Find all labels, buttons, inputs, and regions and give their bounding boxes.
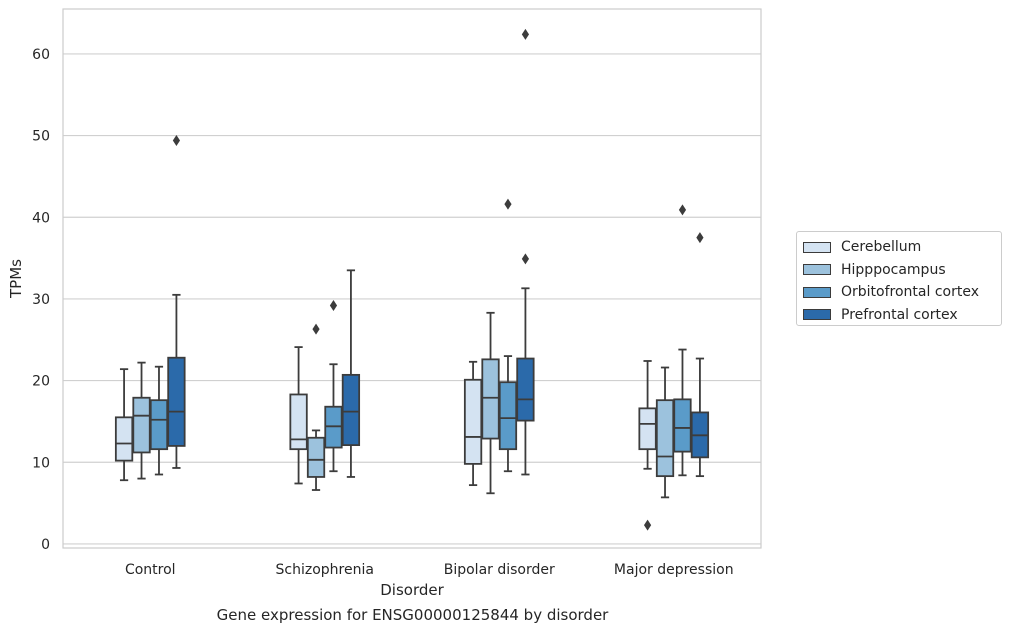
box-body bbox=[655, 399, 675, 478]
legend-swatch-prefrontal-cortex bbox=[803, 309, 831, 321]
box-cerebellum bbox=[114, 368, 134, 482]
box-hipppocampus bbox=[306, 323, 326, 491]
legend: Cerebellum Hipppocampus Orbitofrontal co… bbox=[796, 231, 1002, 326]
box-body bbox=[132, 396, 151, 454]
outlier-point bbox=[329, 299, 338, 311]
box-body bbox=[289, 393, 308, 451]
box-body bbox=[167, 356, 186, 447]
box-orbitofrontal-cortex bbox=[149, 365, 169, 476]
box-body bbox=[306, 436, 326, 478]
legend-item-orbitofrontal-cortex: Orbitofrontal cortex bbox=[803, 281, 1001, 304]
box-prefrontal-cortex bbox=[341, 269, 361, 478]
legend-swatch-cerebellum bbox=[803, 241, 831, 253]
x-tick-label: Bipolar disorder bbox=[444, 562, 555, 578]
box-body bbox=[481, 358, 500, 440]
x-axis-label: Disorder bbox=[380, 581, 444, 599]
box-body bbox=[638, 407, 657, 451]
plot-frame bbox=[62, 8, 762, 549]
box-body bbox=[149, 399, 169, 451]
axis-ticks: 0 10 20 30 40 50 60 Control Schizophrenia Bipolar… bbox=[32, 47, 733, 578]
outlier-point bbox=[521, 28, 530, 40]
legend-label-prefrontal-cortex: Prefrontal cortex bbox=[841, 306, 958, 323]
box-prefrontal-cortex bbox=[516, 28, 535, 476]
outlier-point bbox=[504, 198, 512, 210]
box-body bbox=[516, 357, 535, 422]
box-prefrontal-cortex bbox=[167, 134, 186, 469]
y-tick-label: 10 bbox=[32, 455, 50, 471]
box-body bbox=[341, 373, 361, 446]
legend-label-orbitofrontal-cortex: Orbitofrontal cortex bbox=[841, 284, 979, 301]
box-cerebellum bbox=[463, 360, 483, 487]
y-tick-label: 20 bbox=[32, 374, 50, 390]
y-tick-label: 60 bbox=[32, 47, 50, 63]
box-hipppocampus bbox=[481, 311, 500, 495]
x-tick-label: Schizophrenia bbox=[276, 562, 374, 578]
box-orbitofrontal-cortex bbox=[324, 299, 343, 473]
y-tick-label: 0 bbox=[41, 537, 50, 553]
legend-label-hippocampus: Hipppocampus bbox=[841, 261, 946, 278]
outlier-point bbox=[678, 204, 687, 216]
legend-swatch-hippocampus bbox=[803, 264, 831, 276]
box-body bbox=[114, 416, 134, 462]
legend-label-cerebellum: Cerebellum bbox=[841, 239, 922, 256]
legend-swatch-orbitofrontal-cortex bbox=[803, 286, 831, 298]
y-axis-label: TPMs bbox=[7, 259, 25, 299]
outlier-point bbox=[696, 232, 704, 244]
figure-caption: Gene expression for ENSG00000125844 by d… bbox=[216, 606, 609, 624]
legend-item-cerebellum: Cerebellum bbox=[803, 236, 1001, 259]
outlier-point bbox=[643, 519, 652, 531]
y-tick-label: 50 bbox=[32, 129, 50, 145]
box-orbitofrontal-cortex bbox=[673, 204, 692, 477]
box-hipppocampus bbox=[132, 361, 151, 480]
outlier-point bbox=[521, 253, 530, 265]
outlier-point bbox=[312, 323, 320, 335]
box-plot-marks bbox=[114, 28, 710, 531]
outlier-point bbox=[172, 134, 181, 146]
box-body bbox=[498, 381, 518, 451]
box-cerebellum bbox=[638, 360, 657, 531]
x-tick-label: Control bbox=[125, 562, 176, 578]
x-tick-label: Major depression bbox=[614, 562, 734, 578]
legend-item-hippocampus: Hipppocampus bbox=[803, 259, 1001, 282]
box-orbitofrontal-cortex bbox=[498, 198, 518, 473]
box-cerebellum bbox=[289, 346, 308, 485]
legend-item-prefrontal-cortex: Prefrontal cortex bbox=[803, 304, 1001, 327]
box-body bbox=[673, 398, 692, 453]
y-tick-label: 40 bbox=[32, 210, 50, 226]
box-hipppocampus bbox=[655, 366, 675, 499]
y-tick-label: 30 bbox=[32, 292, 50, 308]
box-prefrontal-cortex bbox=[690, 232, 710, 478]
box-body bbox=[463, 378, 483, 465]
